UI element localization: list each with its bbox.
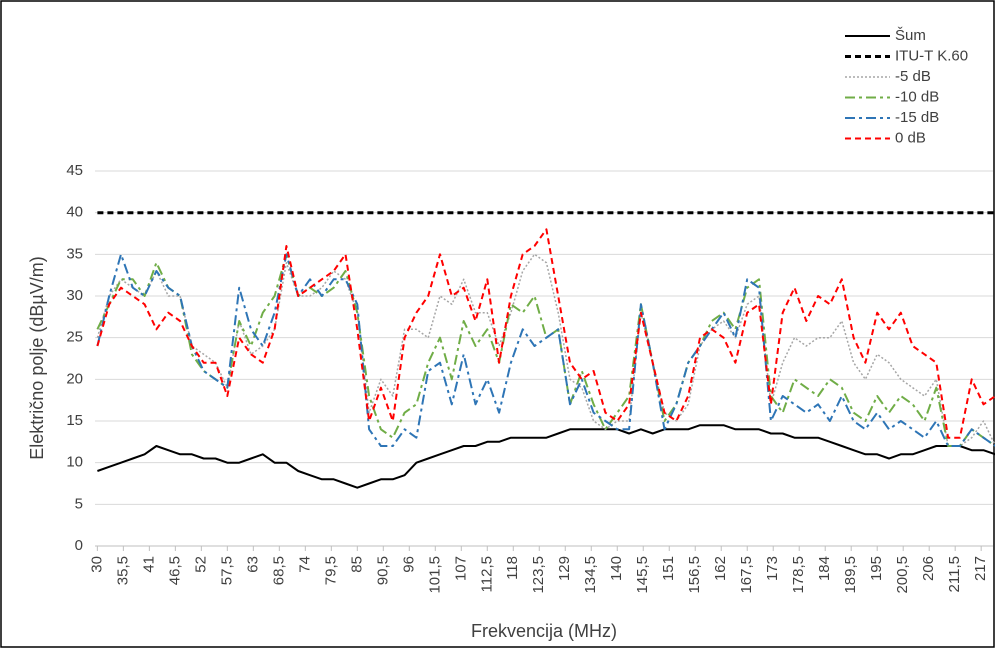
x-tick-label: 140 [608,556,625,581]
y-tick-label: 25 [66,329,83,346]
y-axis-title: Električno polje (dBµV/m) [27,256,47,459]
y-tick-label: 0 [75,537,83,554]
x-tick-label: 52 [192,556,209,573]
x-tick-label: 217 [972,556,989,581]
x-tick-label: 85 [348,556,365,573]
y-tick-label: 15 [66,412,83,429]
x-tick-label: 206 [920,556,937,581]
x-tick-label: 35,5 [114,556,131,585]
x-tick-label: 129 [556,556,573,581]
x-tick-label: 30 [88,556,105,573]
legend-label: -10 dB [895,88,939,105]
x-tick-label: 41 [140,556,157,573]
series-line [96,253,995,447]
x-tick-label: 112,5 [478,556,495,592]
x-tick-label: 162 [712,556,729,581]
x-axis-title: Frekvencija (MHz) [471,621,617,641]
y-tick-label: 35 [66,245,83,262]
y-tick-label: 20 [66,370,83,387]
x-tick-label: 90,5 [374,556,391,585]
series-line [97,424,995,489]
x-tick-label: 101,5 [426,556,443,594]
x-tick-label: 211,5 [946,556,963,592]
x-tick-label: 178,5 [790,556,807,594]
x-tick-label: 123,5 [530,556,547,594]
y-tick-label: 30 [66,287,83,304]
x-tick-label: 68,5 [270,556,287,585]
x-tick-label: 63 [244,556,261,573]
series-line [96,253,995,447]
y-tick-label: 40 [66,204,83,221]
x-tick-label: 151 [660,556,677,581]
x-tick-label: 184 [816,556,833,581]
series-line [96,228,995,439]
x-tick-label: 107 [452,556,469,581]
legend-label: 0 dB [895,129,926,146]
legend-label: -15 dB [895,109,939,126]
legend-label: ITU-T K.60 [895,47,968,64]
x-tick-label: 200,5 [894,556,911,594]
x-tick-label: 96 [400,556,417,573]
x-tick-label: 156,5 [686,556,703,594]
x-tick-label: 189,5 [842,556,859,594]
x-tick-label: 195 [868,556,885,581]
y-tick-label: 10 [66,454,83,471]
legend-label: -5 dB [895,68,931,85]
x-tick-label: 46,5 [166,556,183,585]
x-tick-label: 74 [296,556,313,573]
x-tick-label: 167,5 [738,556,755,594]
x-tick-label: 173 [764,556,781,581]
legend-label: Šum [895,27,926,44]
x-tick-label: 134,5 [582,556,599,594]
x-tick-label: 118 [504,556,521,580]
x-tick-label: 57,5 [218,556,235,585]
series-line [96,253,995,447]
x-tick-label: 79,5 [322,556,339,585]
x-tick-label: 145,5 [634,556,651,594]
y-tick-label: 5 [75,495,83,512]
y-tick-label: 45 [66,162,83,179]
